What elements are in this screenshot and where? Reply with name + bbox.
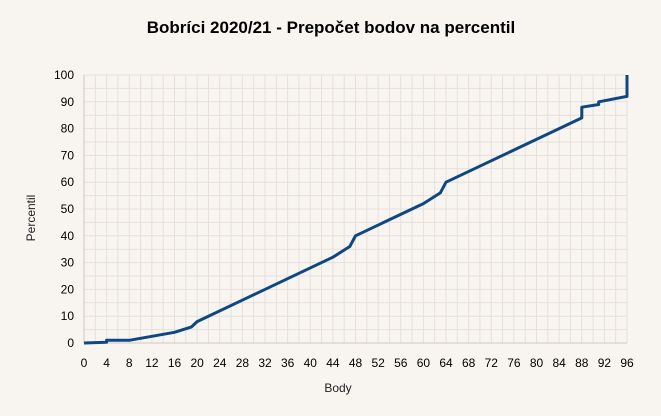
x-tick-label: 24 xyxy=(213,356,227,370)
y-axis-label: Percentil xyxy=(24,195,38,242)
x-tick-label: 76 xyxy=(507,356,521,370)
x-tick-label: 88 xyxy=(575,356,589,370)
x-tick-label: 52 xyxy=(371,356,385,370)
x-tick-label: 28 xyxy=(236,356,250,370)
x-axis-label: Body xyxy=(324,381,351,395)
x-tick-label: 16 xyxy=(168,356,182,370)
x-tick-label: 48 xyxy=(349,356,363,370)
x-tick-label: 64 xyxy=(439,356,453,370)
axes xyxy=(83,75,627,344)
x-tick-label: 40 xyxy=(304,356,318,370)
x-tick-label: 72 xyxy=(485,356,499,370)
y-tick-label: 50 xyxy=(61,202,75,216)
y-tick-label: 40 xyxy=(61,229,75,243)
x-tick-label: 20 xyxy=(190,356,204,370)
y-tick-label: 70 xyxy=(61,148,75,162)
x-tick-label: 8 xyxy=(126,356,133,370)
x-tick-label: 84 xyxy=(552,356,566,370)
grid xyxy=(83,74,628,344)
y-tick-label: 100 xyxy=(54,68,74,82)
x-tick-label: 36 xyxy=(281,356,295,370)
y-tick-label: 90 xyxy=(61,95,75,109)
y-tick-label: 80 xyxy=(61,122,75,136)
x-tick-label: 4 xyxy=(103,356,110,370)
x-tick-label: 68 xyxy=(462,356,476,370)
y-tick-label: 30 xyxy=(61,256,75,270)
y-tick-labels: 0 10 20 30 40 50 60 70 80 90 100 xyxy=(54,68,74,350)
x-tick-label: 44 xyxy=(326,356,340,370)
series-line xyxy=(83,75,629,345)
x-tick-label: 0 xyxy=(81,356,88,370)
x-tick-label: 96 xyxy=(620,356,634,370)
x-tick-label: 60 xyxy=(417,356,431,370)
y-tick-label: 60 xyxy=(61,175,75,189)
chart-title: Bobríci 2020/21 - Prepočet bodov na perc… xyxy=(147,18,515,37)
x-tick-label: 92 xyxy=(598,356,612,370)
x-tick-label: 12 xyxy=(145,356,159,370)
x-tick-label: 32 xyxy=(258,356,272,370)
y-tick-label: 0 xyxy=(67,336,74,350)
y-tick-label: 10 xyxy=(61,309,75,323)
x-tick-label: 56 xyxy=(394,356,408,370)
x-tick-labels: 0 4 8 12 16 20 24 28 32 36 40 44 48 52 56 60 64 68 72 76 80 8… xyxy=(81,356,634,370)
y-tick-label: 20 xyxy=(61,282,75,296)
x-tick-label: 80 xyxy=(530,356,544,370)
